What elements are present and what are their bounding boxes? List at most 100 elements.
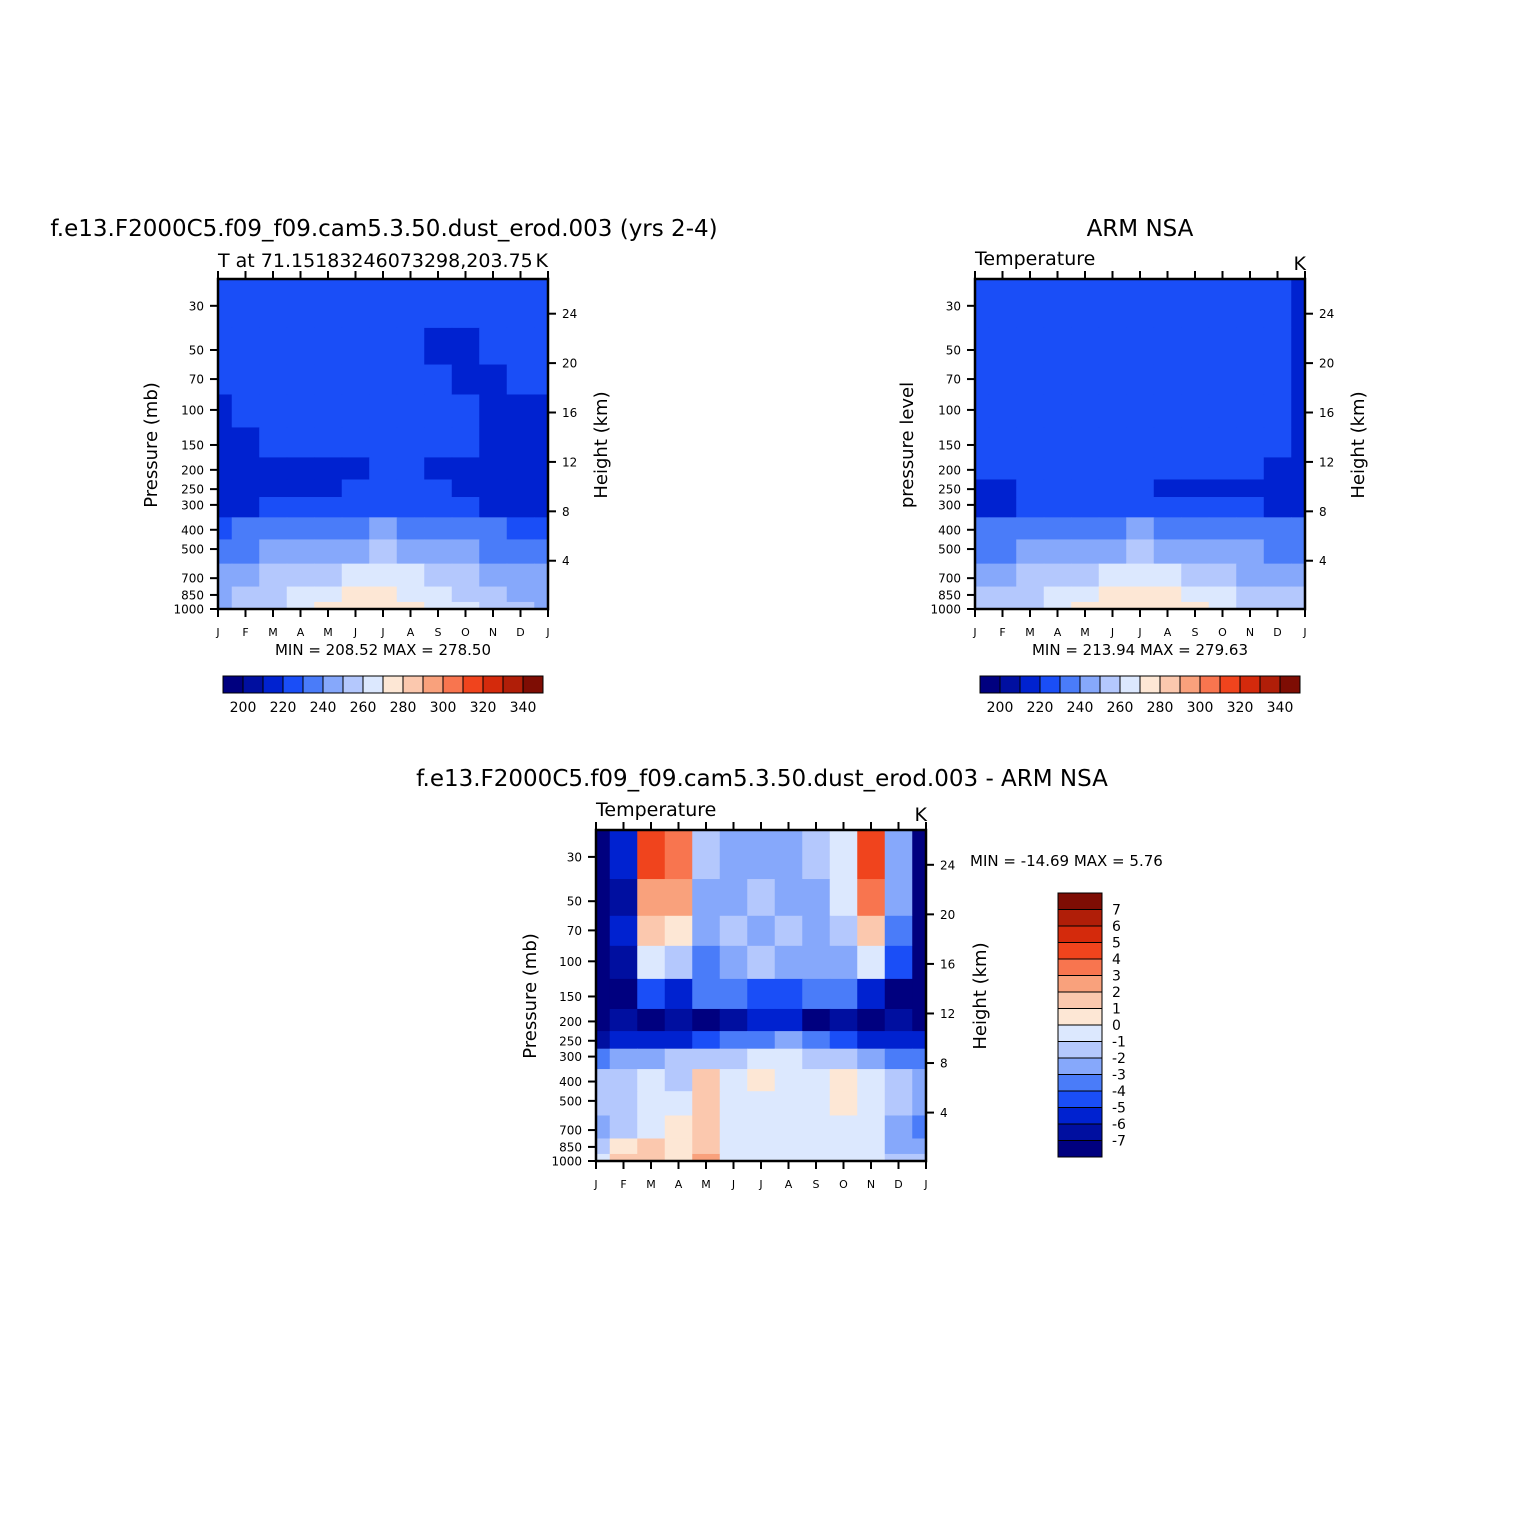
colorbar-swatch <box>462 675 484 694</box>
heatmap-cell <box>1126 479 1155 498</box>
colorbar-swatch <box>1179 675 1201 694</box>
panel-diff-plot-area <box>596 830 927 1162</box>
colorbar-swatch <box>1059 675 1081 694</box>
heatmap-cell <box>479 601 508 610</box>
heatmap-cell <box>988 457 1017 481</box>
heatmap-cell <box>988 517 1017 541</box>
panel-model-left-label: T at 71.15183246073298,203.75 <box>217 250 533 272</box>
heatmap-cell <box>609 879 638 917</box>
heatmap-cell <box>314 563 343 588</box>
x-tick-label: N <box>1246 626 1254 639</box>
heatmap-cell <box>884 978 913 1010</box>
heatmap-cell <box>1236 364 1265 396</box>
heatmap-cell <box>637 1091 666 1117</box>
heatmap-cell <box>829 1048 858 1070</box>
heatmap-cell <box>664 1008 693 1032</box>
heatmap-cell <box>884 879 913 917</box>
heatmap-cell <box>774 1008 803 1032</box>
heatmap-cell <box>1071 539 1100 565</box>
y2-tick-label: 12 <box>562 455 577 469</box>
heatmap-cell <box>534 539 549 565</box>
heatmap-cell <box>637 879 666 917</box>
heatmap-cell <box>1153 563 1182 588</box>
colorbar-swatch <box>1139 675 1161 694</box>
heatmap-cell <box>341 539 370 565</box>
y-tick-label: 500 <box>938 543 961 557</box>
heatmap-cell <box>1043 394 1072 429</box>
colorbar-swatch <box>442 675 464 694</box>
heatmap-cell <box>637 1115 666 1140</box>
heatmap-cell <box>802 1153 831 1162</box>
colorbar-label: 340 <box>510 700 537 716</box>
colorbar-swatch <box>522 675 544 694</box>
colorbar-swatch <box>482 675 504 694</box>
y2-tick-label: 20 <box>940 908 955 922</box>
colorbar-swatch <box>1219 675 1241 694</box>
heatmap-cell <box>259 563 288 588</box>
heatmap-cell <box>259 479 288 498</box>
heatmap-cell <box>719 1048 748 1070</box>
colorbar-swatch <box>1057 892 1103 910</box>
colorbar-swatch <box>1057 1057 1103 1075</box>
heatmap-cell <box>884 1008 913 1032</box>
colorbar-swatch <box>1079 675 1101 694</box>
heatmap-cell <box>314 327 343 366</box>
heatmap-cell <box>774 830 803 880</box>
heatmap-cell <box>664 978 693 1010</box>
heatmap-cell <box>369 279 398 329</box>
heatmap-cell <box>719 915 748 947</box>
heatmap-cell <box>424 457 453 481</box>
heatmap-cell <box>231 517 260 541</box>
heatmap-cell <box>1153 601 1182 610</box>
heatmap-cell <box>534 457 549 481</box>
heatmap-cell <box>975 327 990 366</box>
heatmap-cell <box>218 427 233 459</box>
heatmap-cell <box>231 427 260 459</box>
heatmap-cell <box>341 364 370 396</box>
colorbar-label: 240 <box>1067 700 1094 716</box>
heatmap-cell <box>719 1115 748 1140</box>
colorbar-label: 320 <box>1227 700 1254 716</box>
heatmap-cell <box>1263 563 1292 588</box>
heatmap-cell <box>534 364 549 396</box>
heatmap-cell <box>802 945 831 980</box>
heatmap-cell <box>975 457 990 481</box>
x-tick-label: M <box>323 626 333 639</box>
heatmap-cell <box>1291 601 1306 610</box>
y2-tick-label: 20 <box>1319 357 1334 371</box>
y-tick-label: 200 <box>559 1015 582 1029</box>
y-tick-label: 50 <box>567 895 582 909</box>
heatmap-cell <box>341 457 370 481</box>
colorbar-swatch <box>1057 1123 1103 1141</box>
heatmap-cell <box>857 1153 886 1162</box>
heatmap-cell <box>692 978 721 1010</box>
heatmap-cell <box>1263 586 1292 603</box>
heatmap-cell <box>884 1138 913 1155</box>
heatmap-cell <box>1126 394 1155 429</box>
heatmap-cell <box>1126 327 1155 366</box>
x-tick-label: J <box>923 1178 927 1191</box>
heatmap-cell <box>1181 497 1210 518</box>
y2-tick-label: 8 <box>562 505 570 519</box>
y-tick-label: 400 <box>181 523 204 537</box>
heatmap-cell <box>988 327 1017 366</box>
heatmap-cell <box>975 601 990 610</box>
heatmap-cell <box>1181 279 1210 329</box>
heatmap-cell <box>664 1069 693 1092</box>
y-tick-label: 500 <box>181 543 204 557</box>
colorbar-swatch <box>1057 1140 1103 1158</box>
heatmap-cell <box>1263 539 1292 565</box>
heatmap-cell <box>988 394 1017 429</box>
heatmap-cell <box>719 879 748 917</box>
heatmap-cell <box>1153 539 1182 565</box>
heatmap-cell <box>506 539 535 565</box>
heatmap-cell <box>1181 427 1210 459</box>
heatmap-cell <box>596 830 611 880</box>
panel-model: f.e13.F2000C5.f09_f09.cam5.3.50.dust_ero… <box>50 216 717 716</box>
heatmap-cell <box>912 879 927 917</box>
heatmap-cell <box>664 1115 693 1140</box>
heatmap-cell <box>596 1091 611 1117</box>
y-tick-label: 850 <box>938 588 961 602</box>
y-tick-label: 850 <box>181 588 204 602</box>
colorbar-label: 4 <box>1112 952 1121 968</box>
